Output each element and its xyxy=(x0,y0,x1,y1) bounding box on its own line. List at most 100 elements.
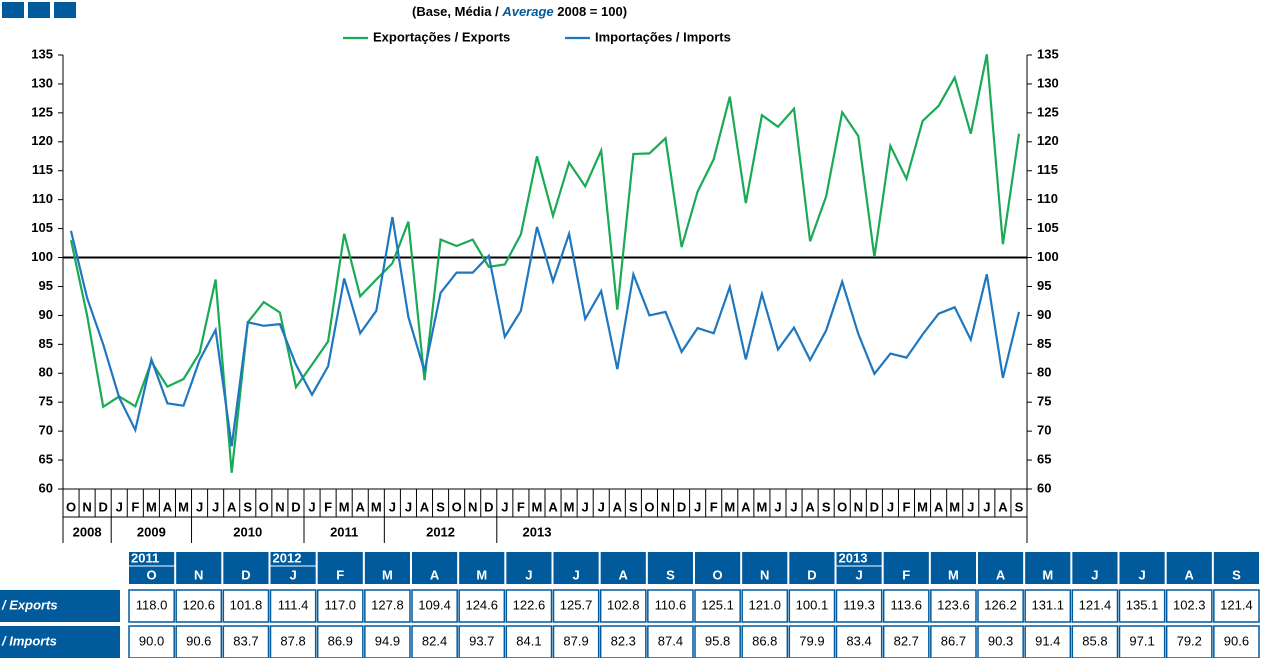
x-tick-label: J xyxy=(116,499,123,514)
table-cell xyxy=(505,589,553,623)
table-month: N xyxy=(194,567,203,582)
table-cell xyxy=(222,625,270,658)
table-value: 121.4 xyxy=(1079,597,1112,612)
x-tick-label: F xyxy=(903,499,911,514)
x-tick-label: A xyxy=(998,499,1008,514)
table-value: 102.3 xyxy=(1173,597,1206,612)
table-cell xyxy=(364,589,411,623)
table-header-cell xyxy=(1166,552,1212,584)
table-header-cell xyxy=(459,552,505,584)
table-cell xyxy=(930,625,977,658)
x-tick-label: J xyxy=(967,499,974,514)
table-header-cell xyxy=(883,552,929,584)
table-header-cell xyxy=(364,552,410,584)
table-value: 125.1 xyxy=(701,597,734,612)
table-year: 2011 xyxy=(131,550,159,565)
x-tick-label: J xyxy=(196,499,203,514)
table-cell xyxy=(458,589,506,623)
year-label: 2013 xyxy=(523,524,552,539)
table-cell xyxy=(882,589,930,623)
year-label: 2010 xyxy=(233,524,262,539)
x-tick-label: A xyxy=(805,499,815,514)
table-value: 121.4 xyxy=(1220,597,1253,612)
table-header-cell xyxy=(978,552,1024,584)
table-month: M xyxy=(948,567,959,582)
x-tick-label: J xyxy=(308,499,315,514)
y-tick-label: 65 xyxy=(39,452,53,467)
table-cell xyxy=(222,589,270,623)
table-value: 127.8 xyxy=(371,597,404,612)
x-tick-label: J xyxy=(774,499,781,514)
table-value: 109.4 xyxy=(418,597,451,612)
table-header-cell xyxy=(742,552,788,584)
y-tick-label: 110 xyxy=(32,191,53,206)
x-tick-label: D xyxy=(677,499,686,514)
x-tick-label: J xyxy=(694,499,701,514)
table-month: N xyxy=(760,567,769,582)
y-tick-label: 90 xyxy=(39,307,53,322)
y2-tick-label: 95 xyxy=(1037,278,1051,293)
x-tick-label: A xyxy=(548,499,558,514)
table-month: D xyxy=(241,567,250,582)
x-tick-label: J xyxy=(389,499,396,514)
table-cell xyxy=(364,625,411,658)
table-value: 121.0 xyxy=(748,597,781,612)
table-cell xyxy=(128,589,175,623)
table-value: 83.4 xyxy=(846,633,871,648)
x-tick-label: O xyxy=(66,499,76,514)
table-header-cell xyxy=(176,552,222,584)
x-tick-label: J xyxy=(598,499,605,514)
row-label-cell xyxy=(0,590,120,622)
table-cell xyxy=(1213,625,1260,658)
x-tick-label: J xyxy=(501,499,508,514)
table-value: 82.3 xyxy=(611,633,636,648)
series-line xyxy=(69,216,1021,447)
table-cell xyxy=(599,625,647,658)
x-tick-label: D xyxy=(484,499,493,514)
table-cell xyxy=(458,625,506,658)
year-label: 2008 xyxy=(73,524,102,539)
table-value: 120.6 xyxy=(182,597,215,612)
table-value: 84.1 xyxy=(516,633,541,648)
x-tick-label: A xyxy=(356,499,366,514)
x-tick-label: A xyxy=(934,499,944,514)
x-tick-label: O xyxy=(644,499,654,514)
table-cell xyxy=(788,589,836,623)
table-cell xyxy=(788,625,836,658)
x-tick-label: N xyxy=(82,499,91,514)
y2-tick-label: 60 xyxy=(1037,480,1051,495)
y2-tick-label: 75 xyxy=(1037,394,1051,409)
table-value: 125.7 xyxy=(560,597,593,612)
logo xyxy=(2,2,24,18)
table-value: 131.1 xyxy=(1031,597,1064,612)
table-header-cell xyxy=(506,552,552,584)
table-header-cell xyxy=(1025,552,1071,584)
x-tick-label: O xyxy=(259,499,269,514)
x-tick-label: A xyxy=(163,499,173,514)
table-month: S xyxy=(666,567,675,582)
y2-tick-label: 85 xyxy=(1037,336,1051,351)
table-cell xyxy=(1165,625,1213,658)
row-label: / Imports xyxy=(1,633,57,648)
table-value: 82.4 xyxy=(422,633,447,648)
table-cell xyxy=(977,589,1024,623)
table-month: S xyxy=(1232,567,1241,582)
x-tick-label: A xyxy=(741,499,751,514)
x-tick-label: N xyxy=(854,499,863,514)
x-tick-label: M xyxy=(371,499,382,514)
table-month: O xyxy=(147,567,157,582)
y2-tick-label: 115 xyxy=(1037,162,1058,177)
x-tick-label: N xyxy=(275,499,284,514)
table-cell xyxy=(1024,589,1072,623)
table-value: 118.0 xyxy=(136,597,168,612)
y2-tick-label: 70 xyxy=(1037,423,1051,438)
table-cell xyxy=(694,589,741,623)
table-value: 87.8 xyxy=(280,633,305,648)
y-tick-label: 115 xyxy=(32,162,53,177)
table-cell xyxy=(647,589,694,623)
x-tick-label: M xyxy=(756,499,767,514)
table-value: 111.4 xyxy=(278,597,309,612)
table-month: J xyxy=(855,567,862,582)
year-label: 2009 xyxy=(137,524,166,539)
